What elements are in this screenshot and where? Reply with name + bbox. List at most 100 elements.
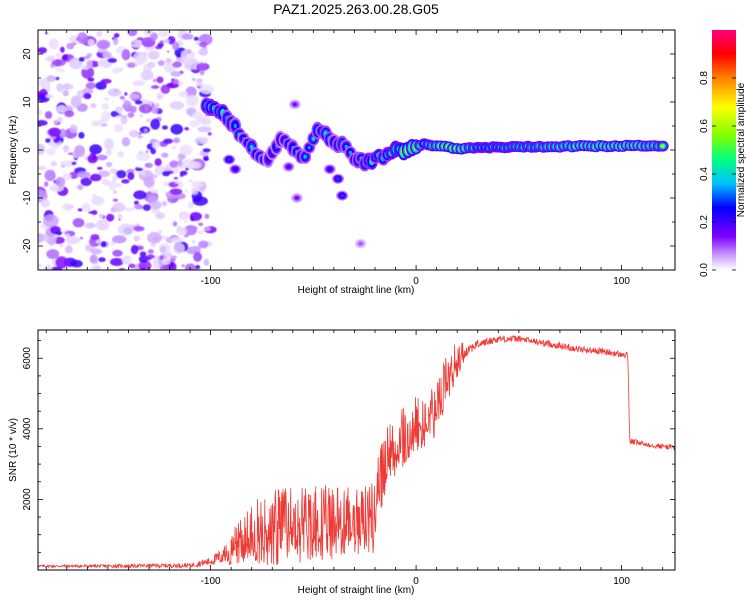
spectrogram-noise-blob (138, 113, 144, 118)
spectrogram-noise-blob (108, 180, 117, 191)
spectrogram-ridge-blob (233, 123, 237, 129)
snr-series-line (38, 335, 675, 570)
spectrogram-noise-blob (55, 256, 69, 269)
spectrogram-noise-blob (199, 118, 212, 126)
spectrogram-noise-blob (50, 225, 61, 235)
y-tick-label: 20 (22, 48, 33, 60)
spectrogram-noise-blob (45, 138, 51, 143)
spectrogram-noise-blob (90, 233, 100, 241)
spectrogram-noise-blob (38, 47, 47, 54)
spectrogram-noise-blob (127, 112, 135, 118)
spectrogram-ridge-blob (340, 194, 344, 198)
figure-title: PAZ1.2025.263.00.28.G05 (273, 1, 439, 17)
spectrogram-noise-blob (203, 226, 211, 232)
spectrogram-noise-blob (65, 233, 70, 239)
spectrogram-noise-blob (101, 111, 111, 123)
spectrogram-noise-blob (95, 239, 101, 244)
spectrogram-noise-blob (46, 148, 56, 156)
spectrogram-noise-blob (86, 60, 93, 69)
spectrogram-ridge-blob (295, 196, 299, 200)
spectrogram-noise-blob (132, 80, 146, 87)
spectrogram-noise-blob (116, 182, 122, 188)
spectrogram-noise-blob (144, 162, 154, 169)
spectrogram-noise-blob (169, 160, 179, 168)
spectrogram-noise-blob (130, 39, 143, 48)
spectrogram-noise-blob (60, 160, 76, 168)
spectrogram-noise-blob (172, 137, 181, 144)
spectrogram-noise-blob (55, 176, 66, 188)
spectrogram-noise-blob (154, 158, 162, 167)
spectrogram-noise-blob (190, 180, 203, 188)
spectrogram-noise-blob (90, 103, 97, 109)
spectrogram-noise-blob (138, 260, 152, 270)
spectrogram-noise-blob (146, 257, 152, 261)
spectrogram-noise-blob (124, 256, 131, 260)
spectrogram-noise-blob (150, 189, 159, 194)
spectrogram-noise-blob (96, 39, 111, 50)
spectrogram-noise-blob (189, 225, 198, 231)
spectrogram-noise-blob (128, 130, 140, 138)
spectrogram-noise-blob (114, 123, 124, 133)
spectrogram-noise-blob (172, 78, 180, 85)
spectrogram-noise-blob (55, 68, 63, 72)
spectrogram-noise-blob (82, 87, 94, 95)
spectrogram-noise-blob (136, 152, 151, 162)
spectrogram-noise-blob (124, 207, 135, 212)
y-tick-label: 4000 (22, 417, 33, 440)
spectrogram-noise-blob (38, 108, 43, 116)
spectrogram-noise-blob (169, 188, 183, 195)
spectrogram-noise-blob (185, 94, 199, 107)
spectrogram-noise-blob (173, 242, 185, 254)
spectrogram-ridge-blob (660, 144, 665, 148)
spectrogram-noise-blob (127, 172, 135, 181)
spectrogram-noise-blob (159, 264, 170, 270)
spectrogram-noise-blob (189, 179, 193, 183)
spectrogram-x-ticks: -100 0 100 (45, 30, 664, 287)
spectrogram-noise-blob (145, 150, 149, 153)
spectrogram-noise-blob (157, 60, 165, 66)
spectrogram-noise-blob (199, 84, 215, 95)
spectrogram-noise-blob (118, 218, 121, 221)
spectrogram-noise-blob (78, 132, 85, 139)
spectrogram-noise-blob (96, 30, 103, 38)
spectrogram-noise-blob (101, 103, 109, 110)
spectrogram-ridge-blob (227, 158, 231, 162)
spectrogram-noise-blob (92, 194, 97, 198)
spectrogram-noise-blob (151, 106, 159, 114)
spectrogram-noise-blob (166, 50, 170, 53)
spectrogram-noise-blob (77, 208, 83, 212)
spectrogram-ridge-blob (358, 242, 363, 246)
spectrogram-noise-blob (159, 255, 164, 260)
spectrogram-noise-blob (174, 178, 179, 184)
spectrogram-noise-blob (150, 200, 162, 210)
spectrogram-noise-blob (167, 36, 176, 45)
spectrogram-noise-blob (112, 198, 118, 202)
spectrogram-noise-blob (158, 229, 163, 234)
spectrogram-noise-blob (112, 249, 123, 257)
spectrogram-noise-blob (162, 170, 171, 177)
spectrogram-noise-blob (87, 154, 98, 164)
spectrogram-noise-blob (144, 104, 150, 111)
spectrogram-noise-blob (138, 255, 149, 263)
spectrogram-noise-blob (189, 120, 200, 128)
spectrogram-noise-blob (53, 119, 59, 124)
spectrogram-noise-blob (142, 204, 152, 211)
spectrogram-noise-blob (207, 132, 212, 136)
spectrogram-noise-blob (62, 54, 68, 61)
spectrogram-noise-blob (45, 94, 54, 99)
spectrogram-x-label: Height of straight line (km) (298, 285, 415, 296)
spectrogram-noise-blob (155, 212, 166, 220)
y-tick-label: -10 (22, 190, 33, 205)
spectrogram-noise-blob (81, 202, 92, 213)
spectrogram-noise-blob (63, 145, 70, 153)
spectrogram-noise-blob (74, 145, 86, 158)
colorbar-tick-label: 0.4 (699, 167, 710, 181)
spectrogram-noise-blob (198, 240, 209, 249)
spectrogram-noise-blob (130, 105, 137, 114)
x-tick-label: -100 (201, 276, 221, 287)
spectrogram-noise-blob (149, 32, 158, 41)
spectrogram-noise-blob (88, 211, 94, 214)
spectrogram-noise-blob (184, 263, 196, 270)
spectrogram-noise-blob (87, 77, 95, 82)
colorbar-gradient (712, 30, 736, 270)
